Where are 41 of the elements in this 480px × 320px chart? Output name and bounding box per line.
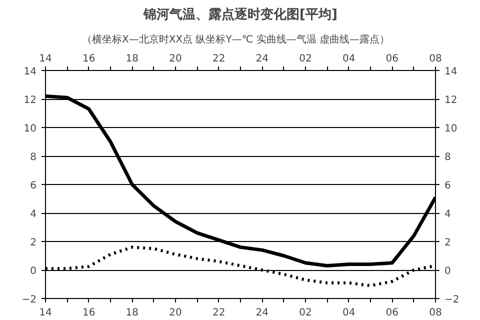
x-tick-label: 16 <box>82 54 96 64</box>
category-label: 04 <box>342 308 356 318</box>
y2-tick-label: 2 <box>444 238 451 248</box>
category-label: 08 <box>429 308 442 318</box>
y-tick-label: 4 <box>30 209 37 220</box>
x-tick-label: 14 <box>39 54 52 64</box>
chart-subtitle: （横坐标X—北京时XX点 纵坐标Y—℃ 实曲线—气温 虚曲线—露点） <box>82 34 390 46</box>
x-tick-label: 08 <box>429 54 442 64</box>
y-tick-label: 2 <box>30 238 37 248</box>
category-label: 14 <box>39 308 52 318</box>
category-label: 02 <box>299 308 312 318</box>
category-label: 20 <box>169 308 182 318</box>
x-tick-label: 22 <box>212 54 226 64</box>
y2-tick-label: 14 <box>444 66 458 78</box>
y-tick-label: 6 <box>30 180 37 192</box>
y2-tick-label: −2 <box>444 294 460 306</box>
line-series <box>46 94 436 268</box>
category-label: 18 <box>126 308 139 318</box>
category-label: 22 <box>212 308 226 318</box>
category-label: 16 <box>82 308 96 318</box>
y2-tick-label: 12 <box>444 95 458 106</box>
x-tick-label: 02 <box>299 54 312 64</box>
category-label: 06 <box>386 308 399 318</box>
x-tick-label: 18 <box>126 54 139 64</box>
chart-title: 锦河气温、露点逐时变化图[平均] <box>142 6 338 22</box>
y2-tick-label: 4 <box>444 209 451 220</box>
y-tick-label: 0 <box>30 266 37 277</box>
y-tick-label: 10 <box>24 124 37 134</box>
category-label: 24 <box>256 308 269 318</box>
x-tick-label: 24 <box>256 54 269 64</box>
x-tick-label: 06 <box>386 54 399 64</box>
y-tick-label: 8 <box>30 152 37 163</box>
y2-tick-label: 10 <box>444 124 458 134</box>
x-tick-label: 20 <box>169 54 182 64</box>
y-tick-label: 14 <box>24 66 37 78</box>
y-tick-label: −2 <box>22 294 37 306</box>
x-tick-label: 04 <box>342 54 356 64</box>
y2-tick-label: 6 <box>444 180 451 192</box>
y-tick-label: 12 <box>24 95 37 106</box>
y2-tick-label: 8 <box>444 152 451 163</box>
y2-tick-label: 0 <box>444 266 451 277</box>
